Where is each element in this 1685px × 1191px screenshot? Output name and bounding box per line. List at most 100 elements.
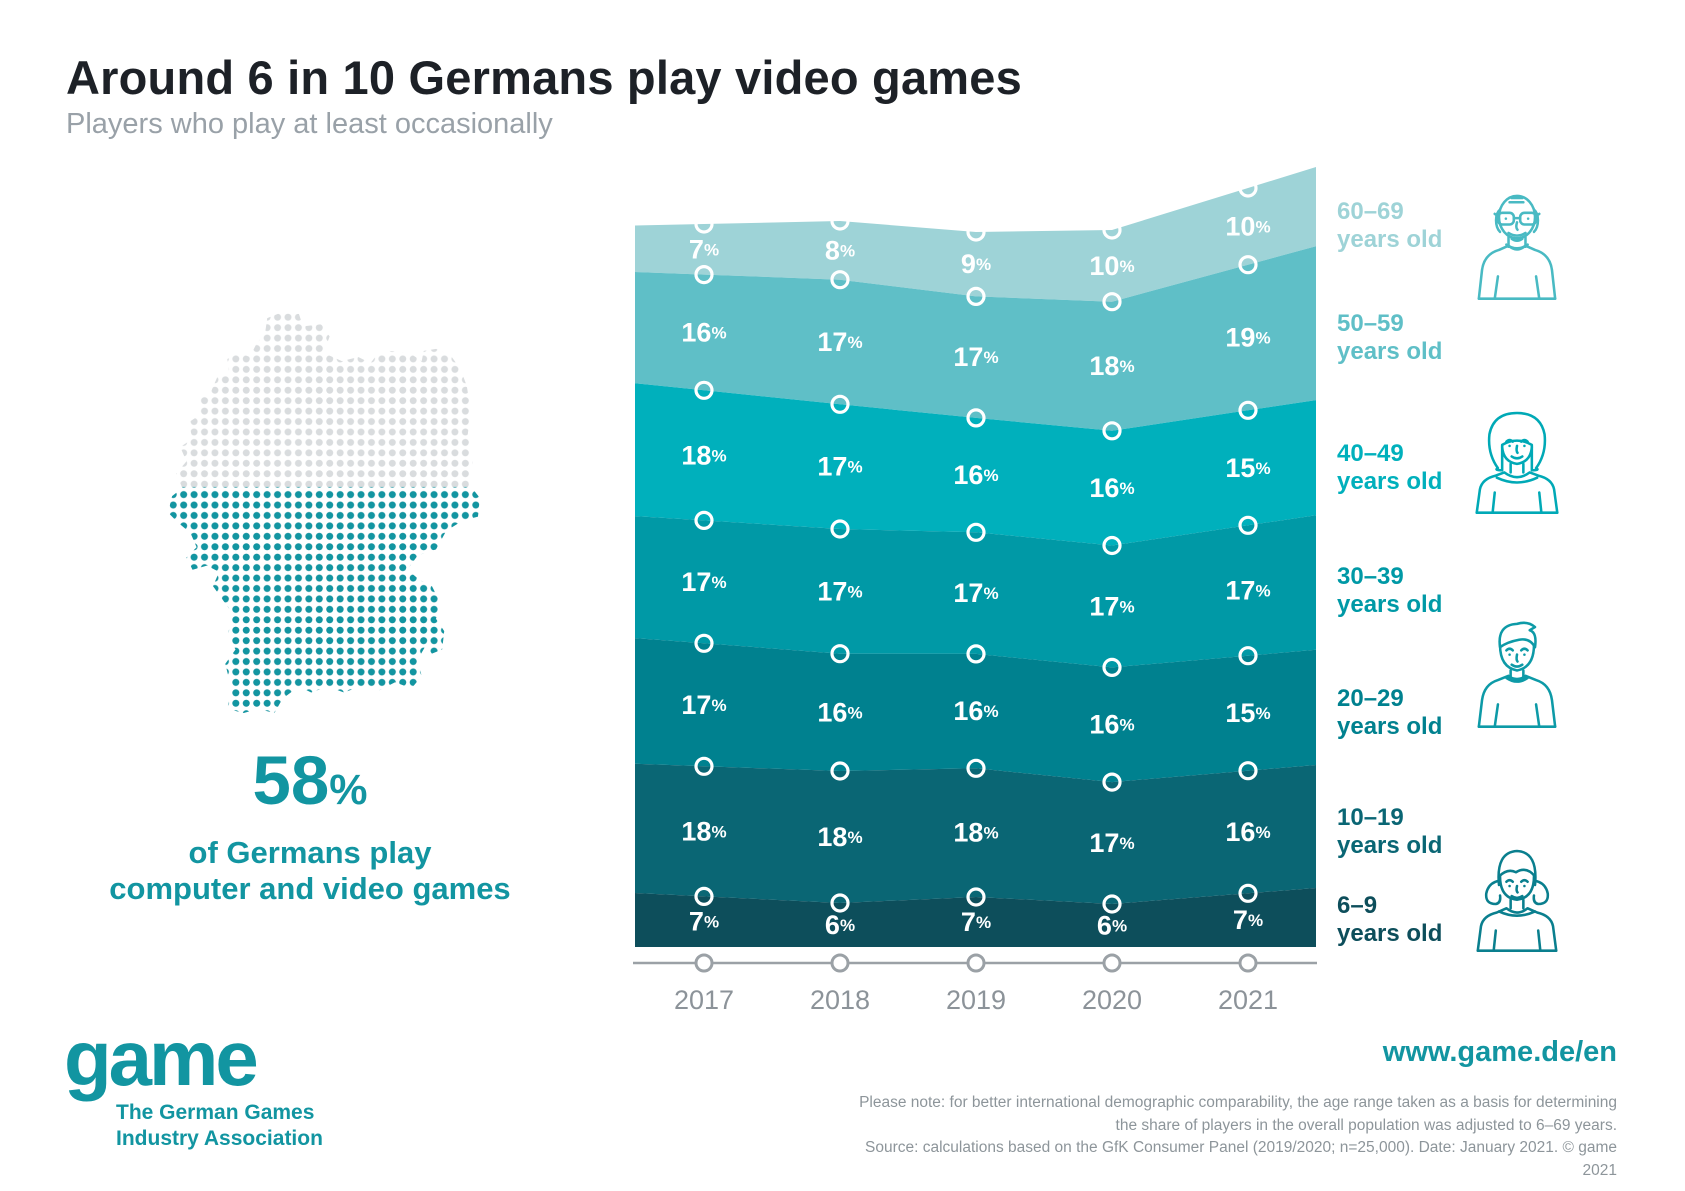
area-band-50–59 bbox=[635, 246, 1316, 431]
value-label: 10% bbox=[1225, 211, 1270, 241]
value-label: 17% bbox=[817, 327, 862, 357]
older-man-icon bbox=[1477, 194, 1557, 300]
data-point-marker bbox=[830, 211, 850, 231]
stat-caption-line1: of Germans play bbox=[188, 835, 432, 870]
value-label: 17% bbox=[953, 342, 998, 372]
data-point-marker bbox=[1102, 894, 1122, 914]
stat-block: 58% of Germans play computer and video g… bbox=[105, 746, 515, 907]
logo-tagline: The German Games Industry Association bbox=[116, 1100, 323, 1152]
value-label: 16% bbox=[817, 697, 862, 727]
data-point-marker bbox=[1102, 657, 1122, 678]
data-point-marker bbox=[830, 644, 850, 664]
logo-tagline-line2: Industry Association bbox=[116, 1127, 323, 1150]
value-label: 8% bbox=[825, 235, 855, 265]
area-band-30–39 bbox=[635, 515, 1316, 668]
data-point-marker bbox=[694, 264, 714, 285]
data-point-marker bbox=[1238, 515, 1258, 535]
website-link[interactable]: www.game.de/en bbox=[1382, 1036, 1617, 1068]
value-label: 17% bbox=[681, 567, 726, 597]
map-region-players bbox=[168, 486, 480, 713]
data-point-marker bbox=[694, 380, 714, 400]
area-band-60–69 bbox=[635, 167, 1316, 302]
value-label: 17% bbox=[817, 452, 862, 482]
age-group-label-10–19: 10–19 years old bbox=[1337, 804, 1443, 859]
value-label: 9% bbox=[961, 249, 991, 279]
data-point-marker bbox=[966, 887, 986, 907]
footnotes: Please note: for better international de… bbox=[837, 1092, 1617, 1182]
data-point-marker bbox=[694, 214, 714, 234]
data-point-marker bbox=[1238, 255, 1258, 275]
data-point-marker bbox=[1238, 178, 1258, 198]
area-band-40–49 bbox=[635, 383, 1316, 546]
data-point-marker bbox=[966, 522, 986, 542]
value-label: 16% bbox=[953, 460, 998, 490]
value-label: 6% bbox=[1097, 911, 1127, 941]
x-axis-year-label: 2020 bbox=[1082, 985, 1142, 1010]
data-point-marker bbox=[1102, 535, 1122, 556]
value-label: 16% bbox=[953, 696, 998, 726]
data-point-marker bbox=[1102, 772, 1122, 792]
adult-woman-icon bbox=[1475, 411, 1559, 514]
value-label: 17% bbox=[953, 578, 998, 608]
x-axis-tick-marker bbox=[694, 953, 714, 973]
value-label: 18% bbox=[953, 818, 998, 848]
value-label: 16% bbox=[681, 318, 726, 348]
data-point-marker bbox=[1102, 292, 1122, 312]
data-point-marker bbox=[830, 893, 850, 913]
game-logo: game bbox=[64, 1014, 259, 1102]
x-axis-tick-marker bbox=[1102, 953, 1122, 973]
data-point-marker bbox=[1238, 400, 1258, 420]
value-label: 16% bbox=[1089, 710, 1134, 740]
value-label: 17% bbox=[1089, 591, 1134, 621]
data-point-marker bbox=[966, 644, 986, 664]
data-point-marker bbox=[966, 222, 986, 242]
data-point-marker bbox=[830, 761, 850, 781]
logo-block: game The German Games Industry Associati… bbox=[64, 1014, 323, 1152]
data-point-marker bbox=[830, 394, 850, 414]
x-axis-tick-marker bbox=[830, 953, 850, 973]
age-group-label-40–49: 40–49 years old bbox=[1337, 439, 1443, 495]
value-label: 17% bbox=[681, 690, 726, 720]
value-label: 15% bbox=[1225, 698, 1270, 728]
area-band-10–19 bbox=[635, 763, 1316, 904]
girl-icon bbox=[1476, 849, 1558, 952]
x-axis-year-label: 2018 bbox=[810, 985, 870, 1010]
value-label: 7% bbox=[961, 907, 991, 937]
value-label: 10% bbox=[1089, 251, 1134, 281]
data-point-marker bbox=[1102, 220, 1122, 240]
data-point-marker bbox=[1238, 646, 1258, 666]
stat-value: 58% bbox=[105, 746, 515, 825]
page-title: Around 6 in 10 Germans play video games bbox=[66, 51, 1022, 104]
footnote-line3: Source: calculations based on the GfK Co… bbox=[864, 1139, 1617, 1179]
area-band-20–29 bbox=[635, 638, 1316, 783]
age-group-label-30–39: 30–39 years old bbox=[1337, 562, 1443, 618]
value-label: 17% bbox=[817, 576, 862, 606]
young-man-icon bbox=[1477, 621, 1557, 728]
age-group-label-6–9: 6–9 years old bbox=[1337, 892, 1443, 948]
data-point-marker bbox=[1238, 761, 1258, 781]
x-axis-year-label: 2019 bbox=[946, 985, 1006, 1010]
footnote-line1: Please note: for better international de… bbox=[859, 1094, 1617, 1111]
data-point-marker bbox=[694, 756, 714, 776]
stat-percent-sign: % bbox=[329, 766, 368, 814]
page-subtitle: Players who play at least occasionally bbox=[66, 108, 553, 140]
data-point-marker bbox=[966, 286, 986, 306]
value-label: 18% bbox=[681, 440, 726, 470]
data-point-marker bbox=[694, 510, 714, 530]
age-group-label-20–29: 20–29 years old bbox=[1337, 685, 1443, 741]
value-label: 16% bbox=[1225, 817, 1270, 847]
data-point-marker bbox=[694, 886, 714, 907]
stat-caption-line2: computer and video games bbox=[109, 871, 511, 906]
data-point-marker bbox=[966, 758, 986, 778]
data-point-marker bbox=[694, 633, 714, 653]
age-group-label-50–59: 50–59 years old bbox=[1337, 309, 1443, 365]
data-point-marker bbox=[830, 270, 850, 290]
value-label: 7% bbox=[1233, 905, 1263, 935]
value-label: 7% bbox=[689, 907, 719, 937]
footnote-line2: the share of players in the overall popu… bbox=[1115, 1116, 1617, 1134]
value-label: 15% bbox=[1225, 453, 1270, 483]
value-label: 6% bbox=[825, 910, 855, 940]
x-axis-year-label: 2017 bbox=[674, 985, 734, 1010]
stacked-area-chart: 7% 8% 9% 10% 10% 16% 17% 17% 18% 19% 18% 17% 16% 16% 1… bbox=[633, 167, 1317, 1010]
data-point-marker bbox=[1238, 883, 1258, 903]
